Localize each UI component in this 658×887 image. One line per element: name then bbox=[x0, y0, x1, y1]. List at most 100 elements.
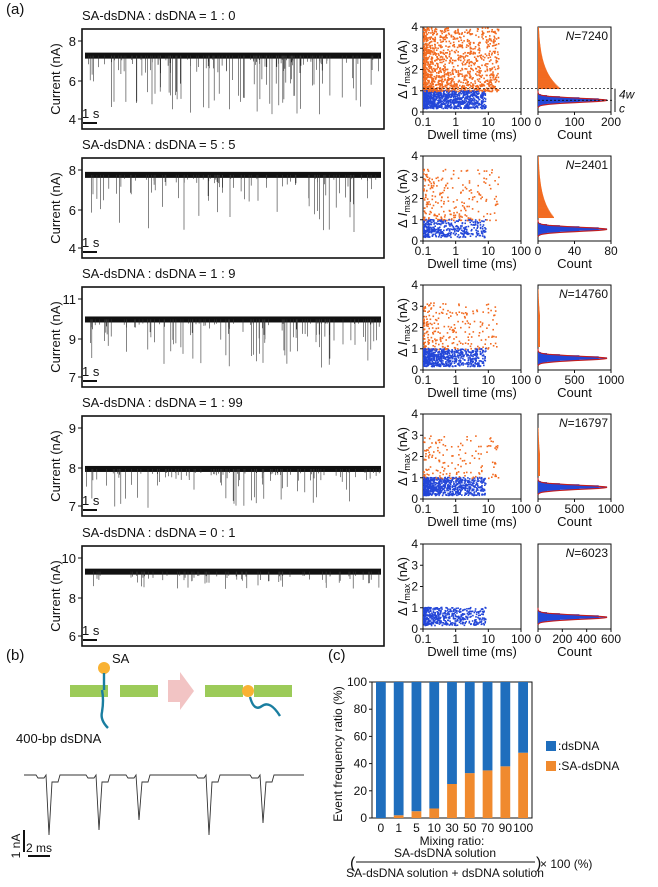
hist-bar bbox=[538, 302, 539, 304]
hist-bar bbox=[538, 312, 540, 315]
dsdna-point bbox=[442, 103, 445, 105]
sa-dsdna-point bbox=[423, 67, 425, 69]
sa-dsdna-point bbox=[425, 71, 428, 74]
dsdna-point bbox=[457, 357, 460, 359]
dsdna-point bbox=[427, 477, 430, 480]
scatter-x-tick-label: 0.1 bbox=[415, 115, 432, 129]
dsdna-point bbox=[446, 489, 448, 492]
sa-dsdna-point bbox=[430, 308, 432, 310]
dsdna-point bbox=[423, 352, 425, 355]
sa-dsdna-point bbox=[429, 466, 432, 468]
hist-bar bbox=[538, 357, 607, 359]
dsdna-point bbox=[423, 358, 425, 361]
sa-dsdna-point bbox=[423, 219, 426, 221]
dsdna-point bbox=[436, 223, 439, 225]
dsdna-point bbox=[429, 480, 432, 483]
dsdna-point bbox=[439, 229, 442, 232]
sa-dsdna-point bbox=[472, 87, 474, 89]
sa-dsdna-point bbox=[426, 321, 429, 323]
sa-dsdna-point bbox=[427, 44, 430, 46]
dsdna-point bbox=[442, 354, 444, 356]
dsdna-point bbox=[432, 103, 435, 105]
dsdna-point bbox=[460, 484, 462, 487]
dsdna-point bbox=[434, 486, 437, 488]
trace-frame bbox=[81, 286, 385, 388]
dsdna-point bbox=[452, 476, 455, 479]
dsdna-point bbox=[431, 219, 433, 221]
dsdna-point bbox=[462, 487, 464, 490]
dsdna-point bbox=[466, 97, 469, 100]
dsdna-point bbox=[474, 362, 476, 364]
dsdna-point bbox=[442, 232, 444, 234]
dsdna-point bbox=[482, 490, 484, 492]
dsdna-point bbox=[455, 100, 458, 103]
sa-dsdna-point bbox=[426, 173, 428, 176]
dsdna-point bbox=[479, 96, 482, 98]
dsdna-point bbox=[472, 358, 474, 360]
sa-dsdna-point bbox=[423, 35, 426, 37]
dsdna-point bbox=[438, 95, 440, 97]
dsdna-point bbox=[446, 359, 449, 362]
sa-dsdna-point bbox=[472, 310, 474, 313]
sa-dsdna-point bbox=[480, 84, 483, 87]
scale-bar-label: 1 s bbox=[82, 235, 100, 250]
dsdna-point bbox=[441, 349, 443, 352]
dsdna-point bbox=[454, 230, 456, 233]
sa-dsdna-point bbox=[496, 28, 499, 31]
hist-bar bbox=[538, 97, 580, 99]
sa-dsdna-point bbox=[447, 83, 450, 86]
dsdna-point bbox=[467, 491, 469, 493]
sa-dsdna-point bbox=[468, 40, 470, 42]
sa-dsdna-point bbox=[454, 327, 456, 329]
dsdna-point bbox=[423, 481, 425, 484]
sa-dsdna-point bbox=[449, 87, 451, 89]
sa-dsdna-point bbox=[433, 213, 436, 216]
dsdna-point bbox=[437, 363, 440, 366]
dsdna-point bbox=[472, 92, 475, 95]
label-part: (nA) bbox=[395, 40, 410, 65]
sa-dsdna-point bbox=[428, 65, 431, 68]
dsdna-point bbox=[448, 482, 450, 484]
dsdna-point bbox=[432, 106, 434, 108]
sa-dsdna-point bbox=[470, 440, 472, 442]
sa-dsdna-point bbox=[471, 218, 474, 221]
sa-dsdna-point bbox=[459, 45, 462, 48]
dsdna-point bbox=[426, 493, 429, 495]
sa-dsdna-point bbox=[444, 445, 447, 447]
dsdna-point bbox=[423, 355, 425, 357]
dsdna-point bbox=[446, 351, 449, 353]
sa-dsdna-point bbox=[466, 169, 469, 172]
dsdna-point bbox=[451, 485, 453, 488]
sa-dsdna-point bbox=[423, 332, 426, 335]
dsdna-point bbox=[433, 98, 436, 100]
sa-dsdna-point bbox=[476, 84, 479, 87]
sa-dsdna-point bbox=[457, 348, 459, 350]
sa-dsdna-point bbox=[439, 475, 441, 477]
sa-dsdna-point bbox=[449, 477, 452, 480]
sa-dsdna-point bbox=[448, 317, 450, 319]
hist-bar bbox=[538, 161, 539, 163]
sa-dsdna-point bbox=[457, 464, 459, 466]
dsdna-point bbox=[423, 234, 425, 237]
dsdna-point bbox=[476, 227, 478, 229]
dsdna-point bbox=[473, 100, 476, 102]
dsdna-point bbox=[440, 100, 443, 103]
sa-dsdna-point bbox=[468, 62, 471, 65]
hist-bar bbox=[538, 202, 546, 205]
sa-dsdna-point bbox=[427, 170, 430, 172]
dsdna-point bbox=[447, 102, 450, 104]
scatter-y-label: ΔImax(nA) bbox=[395, 298, 412, 357]
dsdna-point bbox=[476, 222, 479, 224]
sa-dsdna-point bbox=[456, 471, 458, 474]
dsdna-point bbox=[430, 359, 433, 361]
sa-dsdna-point bbox=[478, 66, 480, 68]
sa-dsdna-point bbox=[429, 446, 432, 448]
hist-bar bbox=[538, 64, 545, 66]
sa-dsdna-point bbox=[478, 172, 481, 175]
dsdna-point bbox=[427, 228, 430, 231]
dsdna-point bbox=[438, 494, 440, 497]
dsdna-point bbox=[474, 107, 476, 110]
dsdna-point bbox=[429, 228, 431, 231]
dsdna-point bbox=[454, 360, 457, 363]
sa-dsdna-point bbox=[493, 74, 495, 76]
